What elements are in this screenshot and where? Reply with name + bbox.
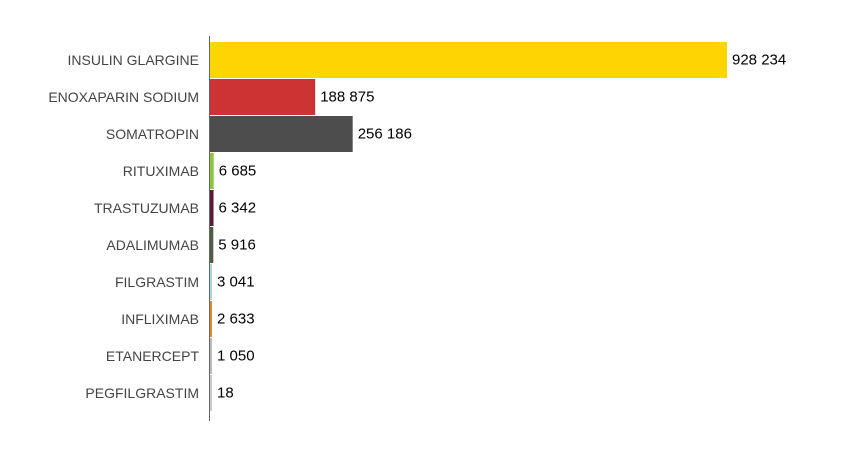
category-label: RITUXIMAB (123, 163, 199, 179)
value-label: 2 633 (217, 311, 255, 328)
value-label: 928 234 (732, 52, 786, 69)
bar-pegfilgrastim (210, 375, 212, 411)
bar-adalimumab (210, 227, 214, 263)
value-label: 5 916 (218, 237, 256, 254)
bar-insulin-glargine (210, 42, 727, 78)
bar-filgrastim (210, 264, 212, 300)
category-label: PEGFILGRASTIM (85, 385, 199, 401)
value-label: 6 685 (219, 163, 257, 180)
category-label: INSULIN GLARGINE (68, 52, 199, 68)
bar-rituximab (210, 153, 214, 189)
value-label: 3 041 (217, 274, 255, 291)
category-label: ETANERCEPT (106, 348, 200, 364)
bar-infliximab (210, 301, 212, 337)
category-label: TRASTUZUMAB (94, 200, 199, 216)
bar-enoxaparin-sodium (210, 79, 316, 115)
bar-trastuzumab (210, 190, 214, 226)
value-label: 188 875 (320, 89, 374, 106)
value-label: 6 342 (219, 200, 257, 217)
category-label: SOMATROPIN (106, 126, 199, 142)
labels-layer: INSULIN GLARGINE 928 234 ENOXAPARIN SODIUM… (48, 52, 786, 402)
value-label: 1 050 (217, 348, 255, 365)
bar-somatropin (210, 116, 353, 152)
category-label: ENOXAPARIN SODIUM (48, 89, 199, 105)
category-label: FILGRASTIM (115, 274, 199, 290)
category-label: ADALIMUMAB (106, 237, 199, 253)
bars-layer (210, 42, 727, 411)
value-label: 256 186 (358, 126, 412, 143)
bar-etanercept (210, 338, 212, 374)
value-label: 18 (217, 385, 234, 402)
category-label: INFLIXIMAB (121, 311, 199, 327)
